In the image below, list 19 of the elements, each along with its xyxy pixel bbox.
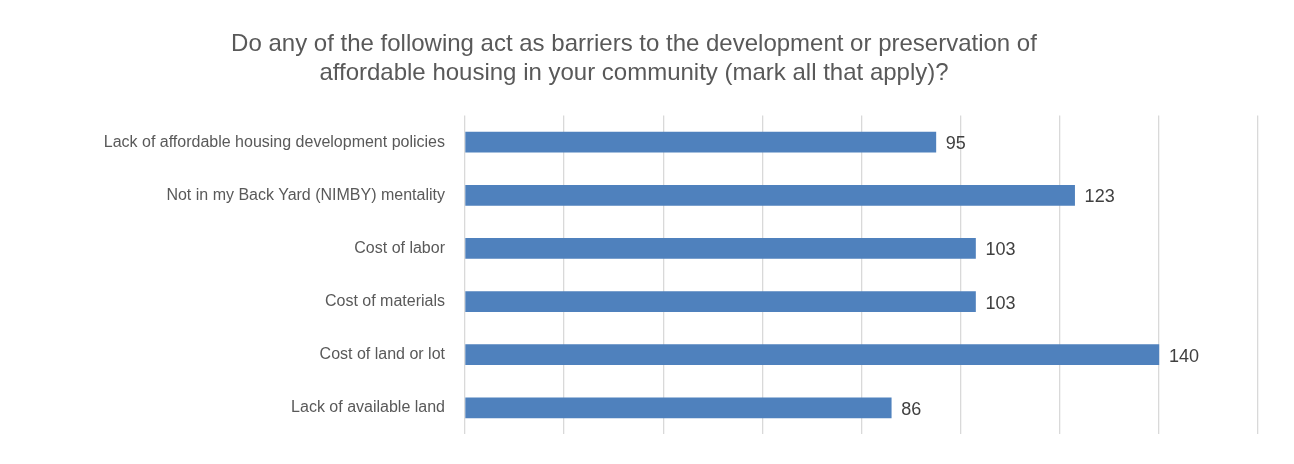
data-label: 103 bbox=[985, 239, 1016, 260]
data-label: 95 bbox=[945, 133, 966, 154]
bar bbox=[465, 291, 976, 312]
bar bbox=[465, 238, 976, 259]
data-label: 103 bbox=[985, 292, 1016, 313]
data-label: 140 bbox=[1168, 345, 1199, 366]
y-tick-label: Lack of affordable housing development policies bbox=[103, 132, 445, 150]
bar bbox=[465, 397, 892, 419]
data-label: 123 bbox=[1084, 186, 1115, 207]
chart-title: Do any of the following act as barriers to the development or preservation of affordable housing in your community (mark all that apply)? bbox=[231, 29, 1038, 85]
bar bbox=[465, 131, 937, 153]
bar bbox=[465, 184, 1075, 206]
y-tick-label: Lack of available land bbox=[291, 398, 445, 416]
y-tick-label: Not in my Back Yard (NIMBY) mentality bbox=[166, 185, 445, 203]
y-tick-label: Cost of materials bbox=[324, 291, 445, 309]
y-tick-label: Cost of land or lot bbox=[319, 345, 446, 363]
bar bbox=[465, 344, 1160, 366]
y-tick-label: Cost of labor bbox=[354, 238, 446, 256]
data-label: 86 bbox=[901, 398, 922, 419]
